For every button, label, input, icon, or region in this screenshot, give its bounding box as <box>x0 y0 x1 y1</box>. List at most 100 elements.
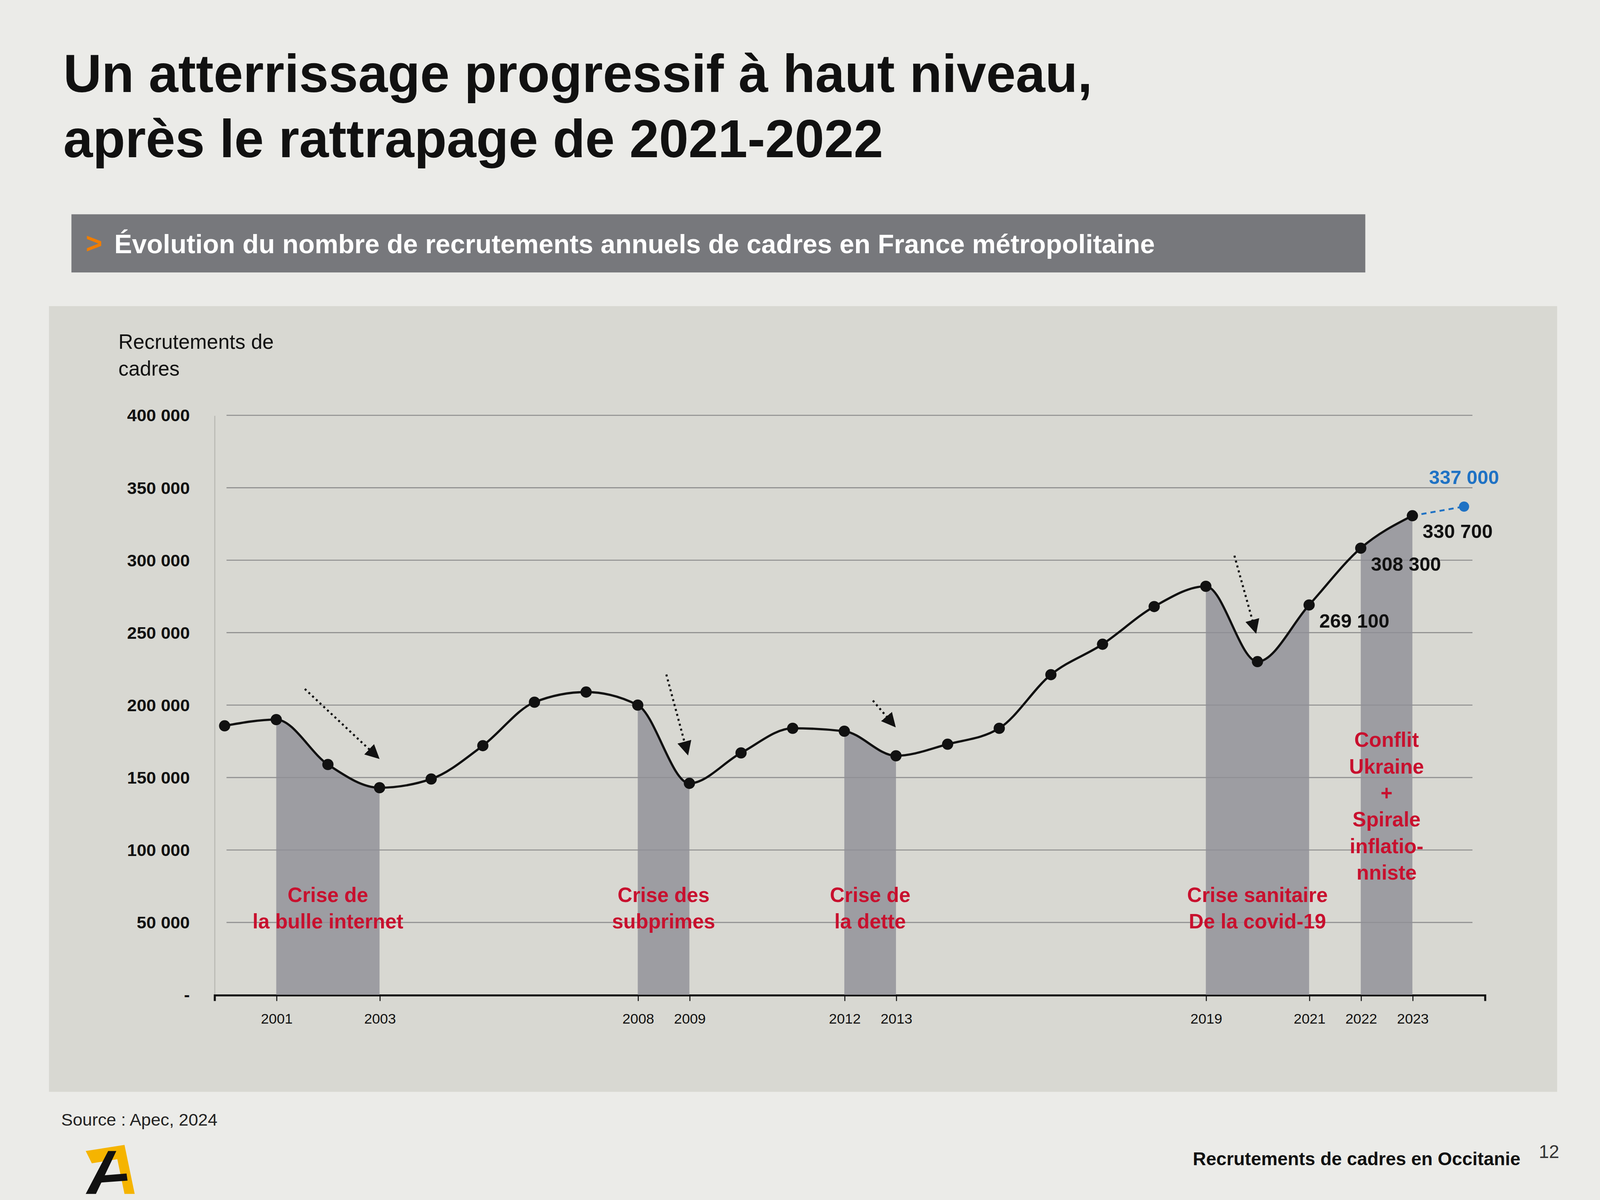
data-point <box>838 725 850 737</box>
data-point <box>270 714 282 726</box>
data-label: 269 100 <box>1319 610 1390 632</box>
data-point <box>374 782 386 794</box>
x-tick-mark <box>637 994 639 1001</box>
x-tick-label: 2013 <box>880 1010 912 1027</box>
y-tick-label: 100 000 <box>127 840 190 860</box>
data-point <box>787 722 799 734</box>
page-number: 12 <box>1538 1141 1560 1162</box>
data-label: 308 300 <box>1370 553 1441 575</box>
data-point <box>1045 669 1057 681</box>
x-tick-label: 2003 <box>364 1010 396 1027</box>
y-tick: 50 000 <box>136 912 215 932</box>
data-point <box>1096 638 1108 650</box>
grid-line <box>226 487 1473 489</box>
data-point <box>1406 510 1418 522</box>
x-tick-label: 2022 <box>1345 1010 1377 1027</box>
band-label: De la covid-19 <box>1188 910 1326 933</box>
y-axis: - 50 000 100 000 150 000 200 000 250 000 300 0… <box>127 405 215 1005</box>
x-tick-mark <box>1360 994 1362 1001</box>
band-label: Crise de <box>287 883 368 907</box>
y-tick-label: 400 000 <box>127 405 190 425</box>
band-label: inflatio- <box>1349 834 1424 858</box>
data-label: 330 700 <box>1422 520 1493 542</box>
x-tick-label: 2012 <box>828 1010 861 1027</box>
plot-area <box>219 501 1470 996</box>
band-label: Spirale <box>1352 808 1421 831</box>
data-label: 337 000 <box>1429 466 1500 488</box>
y-axis-title-line: cadres <box>118 355 425 382</box>
x-tick-mark <box>276 994 278 1001</box>
x-tick: 2001 <box>260 994 293 1027</box>
x-tick-mark <box>379 994 381 1001</box>
title-line: après le rattrapage de 2021-2022 <box>63 106 1512 172</box>
trend-arrow <box>304 688 378 757</box>
data-point <box>425 773 437 785</box>
logo <box>85 1144 135 1194</box>
crisis-band <box>637 515 690 995</box>
x-tick-label: 2009 <box>674 1010 706 1027</box>
x-axis-line <box>214 995 1486 1002</box>
title-line: Un atterrissage progressif à haut niveau… <box>63 40 1512 106</box>
data-point <box>580 686 592 698</box>
x-tick-label: 2001 <box>260 1010 293 1027</box>
crisis-band <box>276 515 380 995</box>
x-tick: 2023 <box>1397 994 1429 1027</box>
x-axis: 2001200320082009201220132019202120222023 <box>214 994 1486 1027</box>
data-point <box>735 747 747 759</box>
bands <box>224 515 1413 995</box>
x-tick: 2012 <box>828 994 861 1027</box>
series-line <box>224 515 1413 788</box>
band-label: Crise sanitaire <box>1187 883 1328 907</box>
x-tick: 2013 <box>880 994 912 1027</box>
data-point <box>1252 656 1264 668</box>
data-point <box>890 750 902 762</box>
data-point <box>993 722 1005 734</box>
band-label: Crise des <box>617 883 710 907</box>
subtitle: Évolution du nombre de recrutements annu… <box>114 229 1156 259</box>
source: Source : Apec, 2024 <box>61 1110 218 1130</box>
data-point <box>942 738 954 750</box>
trend-arrow <box>872 700 894 726</box>
x-tick-label: 2019 <box>1190 1010 1222 1027</box>
y-axis-title-line: Recrutements de <box>118 328 425 355</box>
x-tick-mark <box>896 994 898 1001</box>
y-tick: 400 000 <box>127 405 215 425</box>
y-tick-label: 350 000 <box>127 478 190 498</box>
footer: Recrutements de cadres en Occitanie <box>1192 1148 1521 1170</box>
chart-panel <box>48 306 1557 1092</box>
data-point <box>1458 501 1470 512</box>
grid-line <box>226 559 1473 561</box>
band-label: nniste <box>1356 861 1417 884</box>
y-axis-title: Recrutements de cadres <box>118 328 425 382</box>
subtitle-box <box>71 214 1366 273</box>
y-tick-label: 250 000 <box>127 623 190 643</box>
data-point <box>683 777 695 789</box>
y-tick: 200 000 <box>127 695 215 715</box>
band-label: + <box>1380 781 1393 805</box>
y-tick: 300 000 <box>127 550 215 570</box>
y-tick-label: - <box>184 985 190 1005</box>
y-tick: 350 000 <box>127 478 215 498</box>
title-box: Un atterrissage progressif à haut niveau… <box>63 40 1512 184</box>
band-label: Conflit <box>1354 728 1420 752</box>
y-tick: 100 000 <box>127 840 215 860</box>
title: Un atterrissage progressif à haut niveau… <box>63 40 1512 172</box>
x-tick-mark <box>1412 994 1414 1001</box>
y-tick: - <box>184 985 215 1005</box>
crisis-band <box>844 515 896 995</box>
y-tick-label: 200 000 <box>127 695 190 715</box>
y-tick-label: 150 000 <box>127 768 190 788</box>
data-point <box>1355 542 1367 554</box>
trend-arrow <box>1234 555 1256 631</box>
y-tick: 250 000 <box>127 623 215 643</box>
series-line <box>1412 506 1464 516</box>
x-tick-label: 2008 <box>622 1010 654 1027</box>
band-label: Crise de <box>830 883 911 907</box>
logo-black <box>85 1151 128 1194</box>
x-tick-mark <box>1309 994 1311 1001</box>
x-tick: 2008 <box>622 994 654 1027</box>
page: Un atterrissage progressif à haut niveau… <box>0 0 1600 1200</box>
x-tick: 2022 <box>1345 994 1377 1027</box>
x-tick: 2003 <box>364 994 396 1027</box>
y-axis-line <box>214 416 216 996</box>
